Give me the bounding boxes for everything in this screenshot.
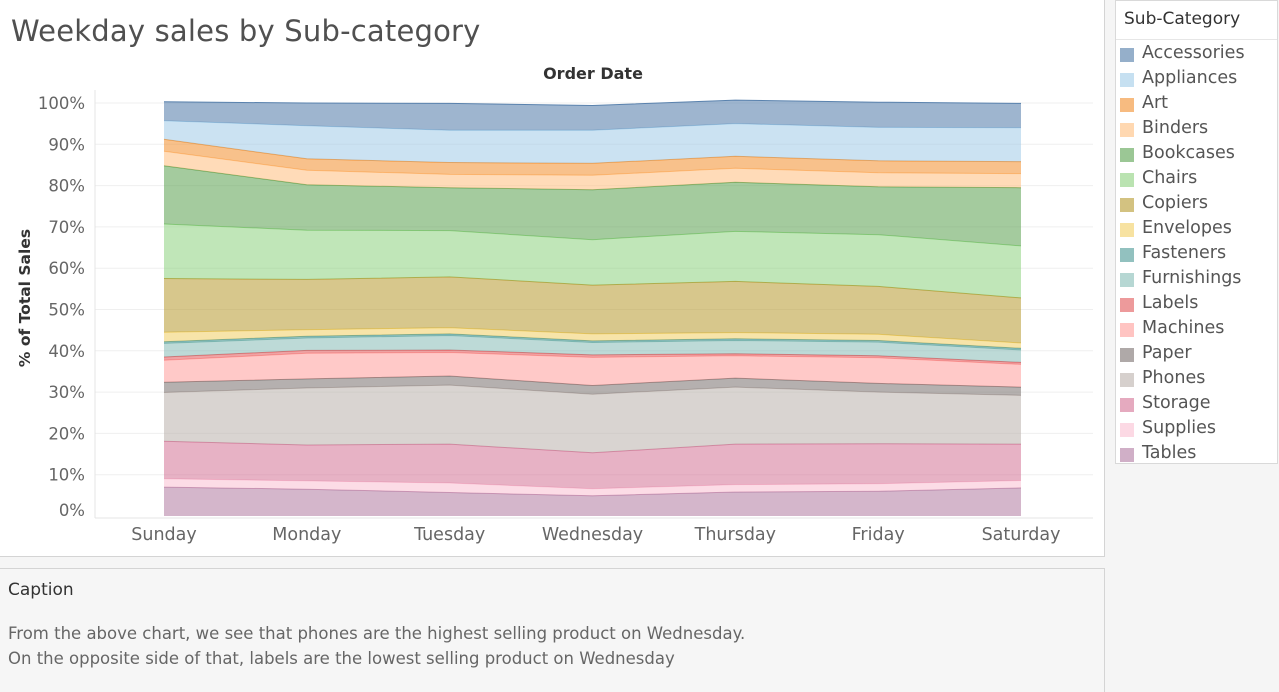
legend-swatch <box>1120 373 1134 387</box>
legend-label: Storage <box>1142 393 1211 413</box>
legend-label: Copiers <box>1142 193 1208 213</box>
area-art <box>164 139 1021 176</box>
legend-swatch <box>1120 398 1134 412</box>
area-tables <box>164 487 1021 516</box>
area-chairs <box>164 224 1021 298</box>
legend-label: Labels <box>1142 293 1199 313</box>
legend-item-phones[interactable]: Phones <box>1120 367 1276 392</box>
caption-line: On the opposite side of that, labels are… <box>8 649 675 668</box>
legend-label: Supplies <box>1142 418 1217 438</box>
legend-swatch <box>1120 273 1134 287</box>
x-tick-label: Thursday <box>694 525 776 545</box>
chart-title: Weekday sales by Sub-category <box>11 14 481 48</box>
legend-label: Furnishings <box>1142 268 1242 288</box>
legend-item-furnishings[interactable]: Furnishings <box>1120 267 1276 292</box>
legend-label: Paper <box>1142 343 1192 363</box>
legend-item-art[interactable]: Art <box>1120 92 1276 117</box>
legend-swatch <box>1120 73 1134 87</box>
x-tick-label: Friday <box>852 525 905 545</box>
y-tick-label: 90% <box>48 135 85 154</box>
area-supplies <box>164 478 1021 496</box>
y-tick-label: 30% <box>48 383 85 402</box>
y-tick-label: 60% <box>48 259 85 278</box>
legend-item-accessories[interactable]: Accessories <box>1120 42 1276 67</box>
area-edge-accessories <box>163 99 1022 107</box>
caption-text: From the above chart, we see that phones… <box>8 621 745 671</box>
legend-label: Chairs <box>1142 168 1198 188</box>
legend-label: Machines <box>1142 318 1225 338</box>
legend-item-labels[interactable]: Labels <box>1120 292 1276 317</box>
legend-swatch <box>1120 198 1134 212</box>
y-tick-label: 40% <box>48 342 85 361</box>
legend-swatch <box>1120 98 1134 112</box>
legend-title: Sub-Category <box>1124 9 1241 29</box>
area-storage <box>164 441 1021 489</box>
legend-swatch <box>1120 148 1134 162</box>
caption-pane: Caption From the above chart, we see tha… <box>0 568 1105 692</box>
y-tick-label: 80% <box>48 177 85 196</box>
caption-line: From the above chart, we see that phones… <box>8 624 746 643</box>
area-binders <box>164 151 1021 190</box>
legend-swatch <box>1120 223 1134 237</box>
area-accessories <box>164 100 1021 131</box>
area-labels <box>164 350 1021 365</box>
legend-item-supplies[interactable]: Supplies <box>1120 417 1276 442</box>
x-tick-label: Saturday <box>982 525 1061 545</box>
y-tick-label: 10% <box>48 466 85 485</box>
legend-item-chairs[interactable]: Chairs <box>1120 167 1276 192</box>
area-fasteners <box>164 333 1021 350</box>
y-tick-label: 100% <box>38 94 85 113</box>
legend-label: Fasteners <box>1142 243 1227 263</box>
legend-item-bookcases[interactable]: Bookcases <box>1120 142 1276 167</box>
legend-item-envelopes[interactable]: Envelopes <box>1120 217 1276 242</box>
stacked-area-chart: 100% 90% 80% 70% 60% 50% 40% 30% 20% 10% 0% Sunday M… <box>16 64 1093 545</box>
legend-swatch <box>1120 348 1134 362</box>
x-tick-label: Tuesday <box>413 525 485 545</box>
legend-item-paper[interactable]: Paper <box>1120 342 1276 367</box>
legend-label: Phones <box>1142 368 1206 388</box>
area-copiers <box>164 276 1021 343</box>
legend-swatch <box>1120 423 1134 437</box>
area-envelopes <box>164 327 1021 349</box>
legend-item-binders[interactable]: Binders <box>1120 117 1276 142</box>
x-tick-label: Sunday <box>131 525 196 545</box>
caption-title: Caption <box>8 580 74 600</box>
legend-label: Bookcases <box>1142 143 1235 163</box>
legend-swatch <box>1120 323 1134 337</box>
chart-pane: Weekday sales by Sub-category 100% 90% 80%… <box>0 0 1105 557</box>
top-axis-title: Order Date <box>543 64 643 83</box>
y-tick-label: 50% <box>48 301 85 320</box>
x-tick-label: Monday <box>272 525 341 545</box>
area-machines <box>164 352 1021 388</box>
legend-label: Accessories <box>1142 43 1245 63</box>
y-tick-label: 20% <box>48 424 85 443</box>
legend-divider <box>1116 39 1277 40</box>
legend-label: Appliances <box>1142 68 1238 88</box>
legend-item-fasteners[interactable]: Fasteners <box>1120 242 1276 267</box>
legend-label: Tables <box>1142 443 1197 463</box>
legend: Sub-Category Accessories Appliances Art Bin… <box>1115 0 1278 464</box>
area-bookcases <box>164 165 1021 246</box>
legend-swatch <box>1120 48 1134 62</box>
legend-swatch <box>1120 173 1134 187</box>
legend-item-copiers[interactable]: Copiers <box>1120 192 1276 217</box>
legend-item-tables[interactable]: Tables <box>1120 442 1276 467</box>
legend-swatch <box>1120 448 1134 462</box>
legend-item-appliances[interactable]: Appliances <box>1120 67 1276 92</box>
legend-label: Binders <box>1142 118 1209 138</box>
y-tick-label: 0% <box>59 501 85 520</box>
legend-item-machines[interactable]: Machines <box>1120 317 1276 342</box>
legend-swatch <box>1120 123 1134 137</box>
legend-item-storage[interactable]: Storage <box>1120 392 1276 417</box>
y-tick-label: 70% <box>48 218 85 237</box>
legend-label: Envelopes <box>1142 218 1232 238</box>
x-tick-label: Wednesday <box>542 525 643 545</box>
legend-swatch <box>1120 248 1134 262</box>
area-furnishings <box>164 335 1021 363</box>
legend-label: Art <box>1142 93 1169 113</box>
area-appliances <box>164 120 1021 164</box>
y-axis-title: % of Total Sales <box>16 229 34 367</box>
area-phones <box>164 385 1021 453</box>
legend-swatch <box>1120 298 1134 312</box>
